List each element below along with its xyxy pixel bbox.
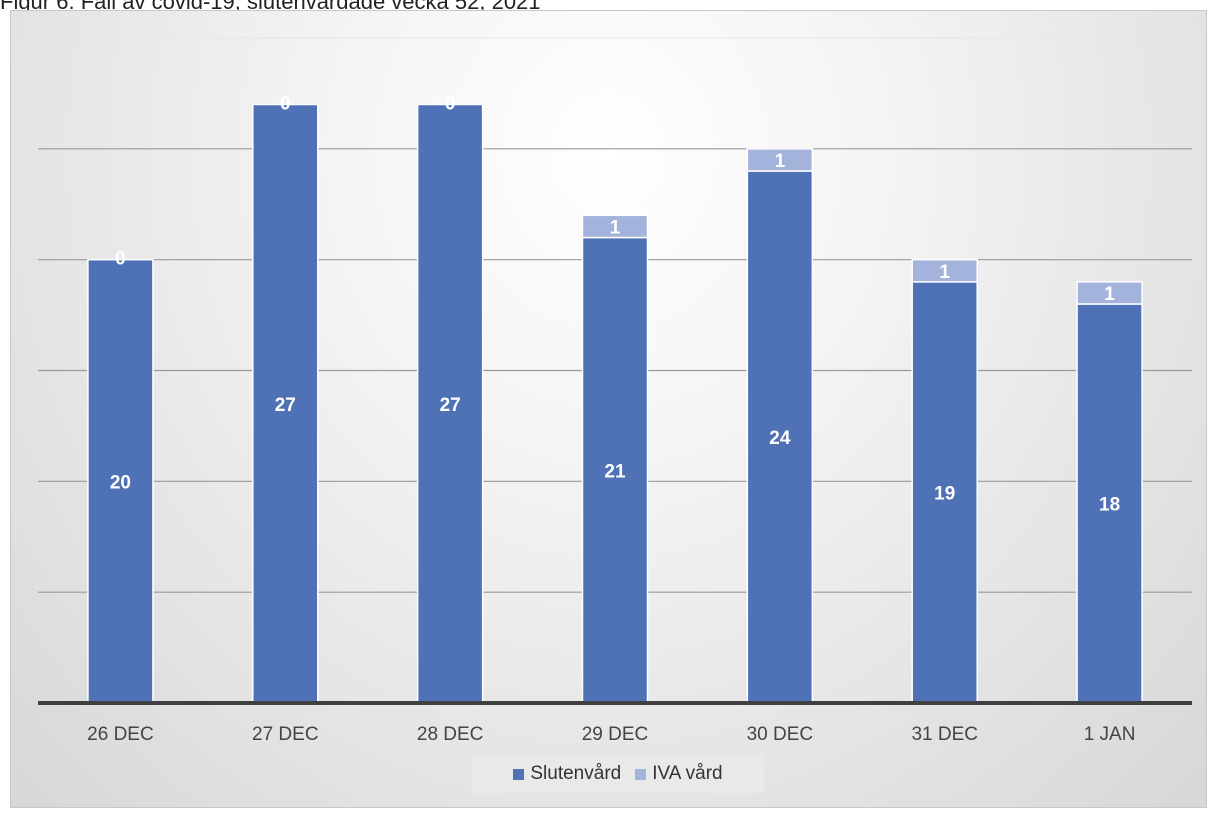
data-label-slutenvard: 18 <box>1099 495 1120 516</box>
data-label-slutenvard: 20 <box>110 472 131 493</box>
x-tick-labels: 26 DEC 27 DEC 28 DEC 29 DEC 30 DEC 31 DEC 1 JA… <box>87 724 1135 745</box>
data-label-slutenvard: 27 <box>440 395 461 416</box>
bar-slutenvard <box>911 281 978 704</box>
x-tick-label: 27 DEC <box>252 724 319 745</box>
data-label-slutenvard: 24 <box>769 428 791 449</box>
data-label-slutenvard: 27 <box>275 395 296 416</box>
bar-iva-vard <box>911 258 978 283</box>
data-label-slutenvard: 21 <box>604 461 626 482</box>
bar-slutenvard <box>252 103 319 704</box>
bar-slutenvard <box>416 103 484 704</box>
x-tick-label: 30 DEC <box>747 724 814 745</box>
data-label-iva-vard: 1 <box>939 262 950 283</box>
data-label-iva-vard: 1 <box>610 217 621 238</box>
x-tick-label: 28 DEC <box>417 724 484 745</box>
bar-iva-vard <box>746 148 814 172</box>
bar-slutenvard <box>1076 303 1143 704</box>
x-tick-label: 31 DEC <box>911 724 978 745</box>
data-label-iva-vard: 0 <box>115 249 126 270</box>
data-label-iva-vard: 0 <box>445 94 456 115</box>
legend-item-slutenvard: Slutenvård <box>513 763 621 785</box>
legend: Slutenvård IVA vård <box>472 755 764 793</box>
legend-label-iva-vard: IVA vård <box>652 763 723 784</box>
data-label-iva-vard: 0 <box>280 94 291 115</box>
data-label-slutenvard: 19 <box>934 483 955 504</box>
legend-item-iva-vard: IVA vård <box>635 763 723 785</box>
legend-label-slutenvard: Slutenvård <box>530 763 622 784</box>
bar-iva-vard <box>581 214 649 239</box>
x-tick-label: 1 JAN <box>1084 724 1136 745</box>
legend-swatch-slutenvard <box>513 768 525 780</box>
data-labels: 20 0 27 0 27 0 21 1 24 1 19 1 18 1 <box>110 94 1120 516</box>
data-label-iva-vard: 1 <box>775 151 786 172</box>
legend-swatch-iva-vard <box>635 768 647 780</box>
data-label-iva-vard: 1 <box>1104 284 1115 305</box>
x-tick-label: 29 DEC <box>582 724 649 745</box>
bar-slutenvard <box>87 258 154 704</box>
bar-iva-vard <box>1076 281 1143 305</box>
x-tick-label: 26 DEC <box>87 724 154 745</box>
figure-caption: Figur 6. Fall av covid-19, slutenvårdade… <box>0 0 541 14</box>
bars <box>87 103 1143 704</box>
